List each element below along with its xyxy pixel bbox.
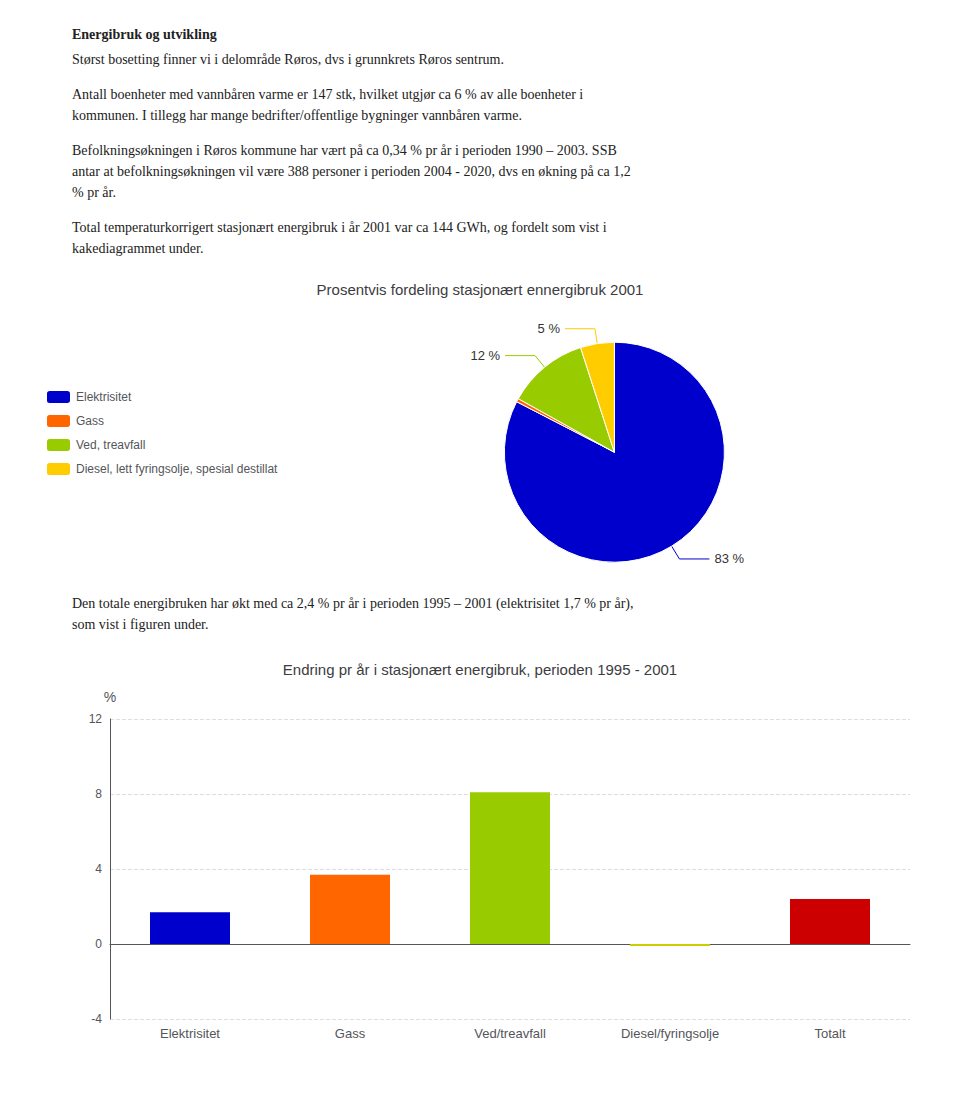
svg-text:Gass: Gass xyxy=(76,414,104,428)
svg-text:Totalt: Totalt xyxy=(814,1026,845,1041)
html-text:Størst bosetting finner vi i d: Størst bosetting finner vi i delområde R… xyxy=(72,52,504,67)
html-text:Energibruk og utvikling: Energibruk og utvikling xyxy=(72,27,217,42)
svg-text:12: 12 xyxy=(89,712,103,726)
svg-text:83 %: 83 % xyxy=(714,551,744,566)
svg-text:Prosentvis fordeling stasjonær: Prosentvis fordeling stasjonært ennergib… xyxy=(317,281,644,298)
svg-text:0: 0 xyxy=(95,937,102,951)
svg-text:%: % xyxy=(104,689,116,705)
svg-text:-4: -4 xyxy=(91,1012,102,1026)
html-text:Antall boenheter med vannbåren: Antall boenheter med vannbåren varme er … xyxy=(72,87,584,123)
svg-text:Diesel/fyringsolje: Diesel/fyringsolje xyxy=(621,1026,719,1041)
svg-text:5 %: 5 % xyxy=(538,321,561,336)
svg-text:4: 4 xyxy=(95,862,102,876)
svg-text:8: 8 xyxy=(95,787,102,801)
svg-text:Diesel, lett fyringsolje, spes: Diesel, lett fyringsolje, spesial destil… xyxy=(76,462,278,476)
svg-text:Elektrisitet: Elektrisitet xyxy=(160,1026,220,1041)
svg-text:12 %: 12 % xyxy=(470,348,500,363)
svg-text:Elektrisitet: Elektrisitet xyxy=(76,390,132,404)
html-text:Total temperaturkorrigert stas: Total temperaturkorrigert stasjonært ene… xyxy=(72,220,607,256)
svg-text:Gass: Gass xyxy=(335,1026,366,1041)
svg-text:Endring pr år i stasjonært ene: Endring pr år i stasjonært energibruk, p… xyxy=(283,661,677,678)
svg-text:Ved, treavfall: Ved, treavfall xyxy=(76,438,145,452)
html-text:Befolkningsøkningen i Røros ko: Befolkningsøkningen i Røros kommune har … xyxy=(72,143,631,200)
html-text:Den totale energibruken har øk: Den totale energibruken har økt med ca 2… xyxy=(72,596,634,632)
svg-text:Ved/treavfall: Ved/treavfall xyxy=(474,1026,546,1041)
